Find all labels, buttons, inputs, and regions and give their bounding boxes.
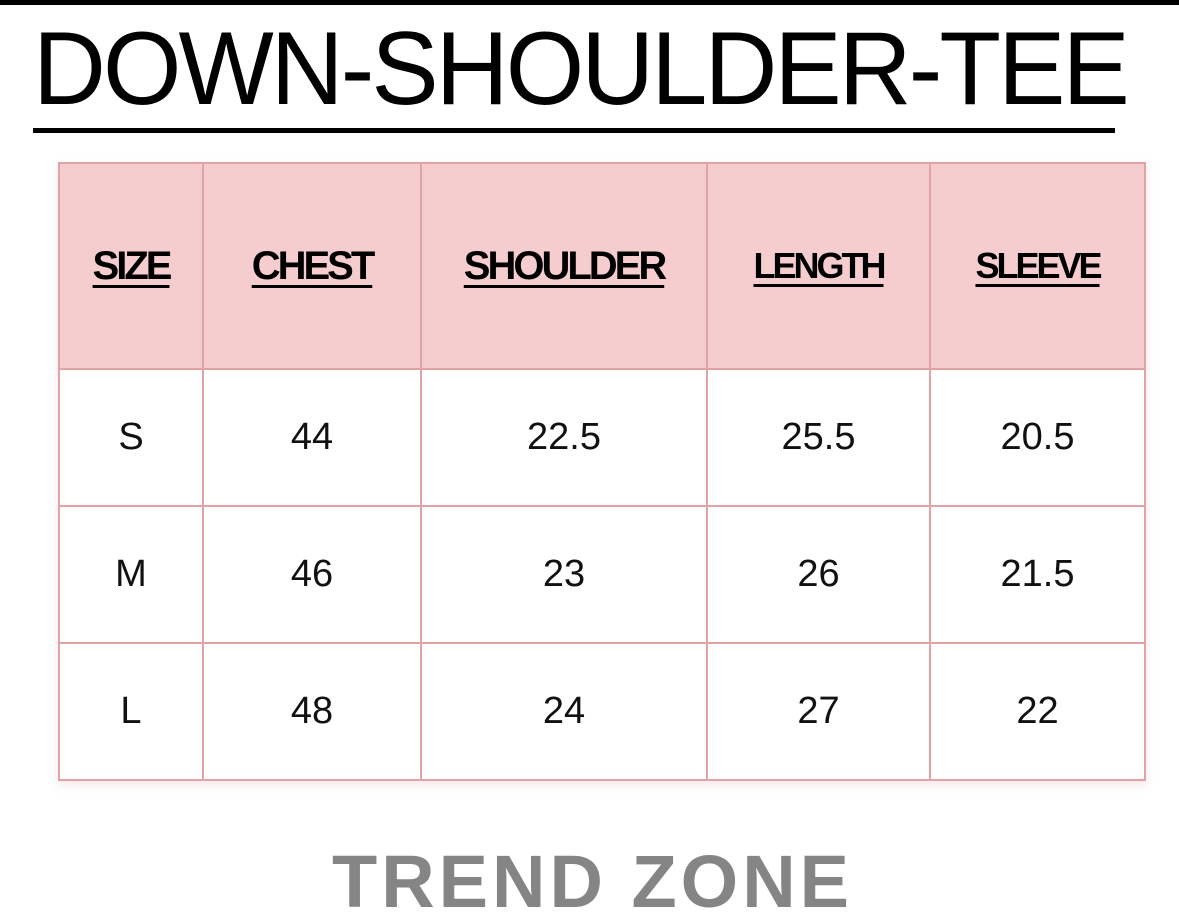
cell-size: S <box>58 368 204 507</box>
cell-sleeve: 22 <box>929 642 1146 781</box>
table-row: L 48 24 27 22 <box>58 642 1146 781</box>
cell-chest: 44 <box>202 368 422 507</box>
size-chart-table: SIZE CHEST SHOULDER LENGTH SLEEVE S 44 2… <box>58 162 1146 781</box>
header-shoulder: SHOULDER <box>420 162 708 370</box>
header-length: LENGTH <box>706 162 931 370</box>
page-title: DOWN-SHOULDER-TEE <box>33 11 1130 127</box>
table-row: S 44 22.5 25.5 20.5 <box>58 368 1146 507</box>
cell-length: 27 <box>706 642 931 781</box>
title-underline <box>33 128 1115 133</box>
cell-length: 26 <box>706 505 931 644</box>
header-row: SIZE CHEST SHOULDER LENGTH SLEEVE <box>58 162 1146 370</box>
cell-chest: 48 <box>202 642 422 781</box>
brand-name: TREND ZONE <box>332 840 853 923</box>
cell-sleeve: 20.5 <box>929 368 1146 507</box>
top-border <box>0 0 1179 5</box>
header-sleeve: SLEEVE <box>929 162 1146 370</box>
cell-shoulder: 24 <box>420 642 708 781</box>
header-size: SIZE <box>58 162 204 370</box>
cell-shoulder: 23 <box>420 505 708 644</box>
page-title-block: DOWN-SHOULDER-TEE <box>33 14 1130 133</box>
header-chest: CHEST <box>202 162 422 370</box>
cell-shoulder: 22.5 <box>420 368 708 507</box>
table-row: M 46 23 26 21.5 <box>58 505 1146 644</box>
cell-length: 25.5 <box>706 368 931 507</box>
cell-size: L <box>58 642 204 781</box>
cell-size: M <box>58 505 204 644</box>
cell-sleeve: 21.5 <box>929 505 1146 644</box>
cell-chest: 46 <box>202 505 422 644</box>
